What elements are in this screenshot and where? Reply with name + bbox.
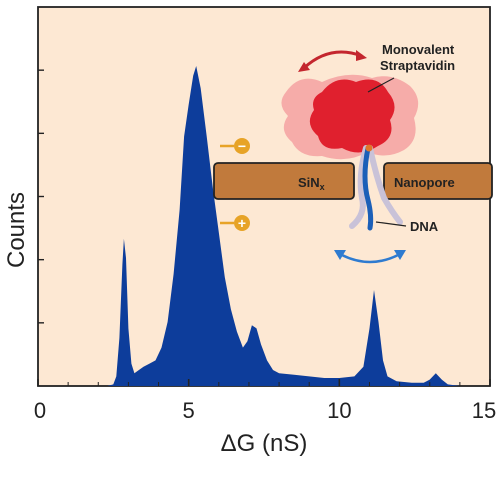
x-tick-label: 0: [34, 398, 46, 423]
membrane-right: [383, 162, 493, 200]
rotation-arrow-blue-head-left: [334, 250, 346, 260]
membrane-left-label: SiNx: [298, 175, 325, 192]
dna-strand-shadow-2: [367, 145, 403, 225]
streptavidin-core: [309, 79, 395, 153]
rotation-arrow-red-head-right: [356, 50, 367, 61]
rotation-arrow-blue: [339, 252, 401, 264]
protein-leader-line: [367, 77, 395, 93]
protein-label-line2: Straptavidin: [380, 58, 455, 73]
plus-charge-circle: [234, 215, 250, 231]
minus-charge-circle: [234, 138, 250, 154]
dna-strand-shadow: [349, 145, 369, 229]
y-axis-label: Counts: [3, 192, 30, 268]
dna-strand: [362, 145, 374, 231]
minus-charge-sign: −: [238, 138, 246, 154]
protein-label-line1: Monovalent: [382, 42, 455, 57]
rotation-arrow-blue-head-right: [394, 250, 406, 260]
y-axis-ticks: [38, 69, 44, 324]
histogram-series: [98, 66, 460, 386]
nanopore-schematic: Monovalent Straptavidin SiNx Nanopore DN…: [213, 42, 493, 264]
dna-leader-line: [375, 221, 407, 227]
x-tick-label: 15: [472, 398, 496, 423]
x-axis-label: ΔG (nS): [221, 430, 308, 457]
x-tick-label: 5: [183, 398, 195, 423]
rotation-arrow-red-head-left: [298, 62, 310, 72]
sin-label: SiN: [298, 175, 320, 190]
sin-subscript: x: [320, 182, 325, 192]
x-axis-ticks: 0 5 10 15: [34, 379, 496, 423]
plus-charge-sign: +: [238, 215, 246, 231]
membrane-right-label: Nanopore: [394, 175, 455, 190]
x-tick-label: 10: [327, 398, 351, 423]
membrane-left: [213, 162, 355, 200]
dna-label: DNA: [410, 219, 439, 234]
biotin-anchor: [365, 144, 373, 152]
